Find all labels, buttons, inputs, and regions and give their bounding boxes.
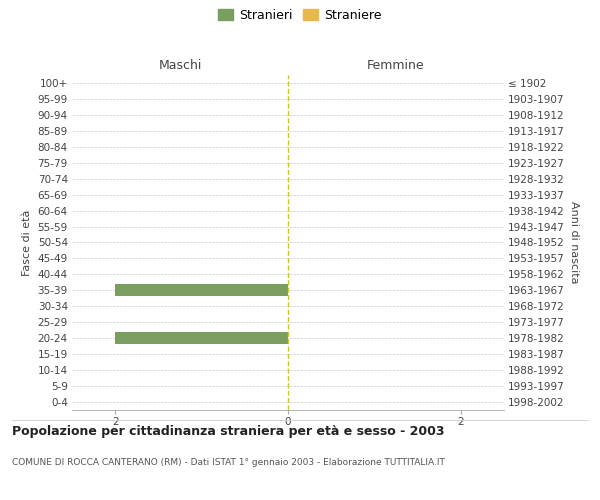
Text: Femmine: Femmine (367, 60, 425, 72)
Text: Maschi: Maschi (158, 60, 202, 72)
Legend: Stranieri, Straniere: Stranieri, Straniere (216, 6, 384, 24)
Bar (115, 284, 288, 296)
Text: COMUNE DI ROCCA CANTERANO (RM) - Dati ISTAT 1° gennaio 2003 - Elaborazione TUTTI: COMUNE DI ROCCA CANTERANO (RM) - Dati IS… (12, 458, 445, 467)
Text: Popolazione per cittadinanza straniera per età e sesso - 2003: Popolazione per cittadinanza straniera p… (12, 425, 445, 438)
Y-axis label: Fasce di età: Fasce di età (22, 210, 32, 276)
Y-axis label: Anni di nascita: Anni di nascita (569, 201, 579, 284)
Bar (115, 332, 288, 344)
